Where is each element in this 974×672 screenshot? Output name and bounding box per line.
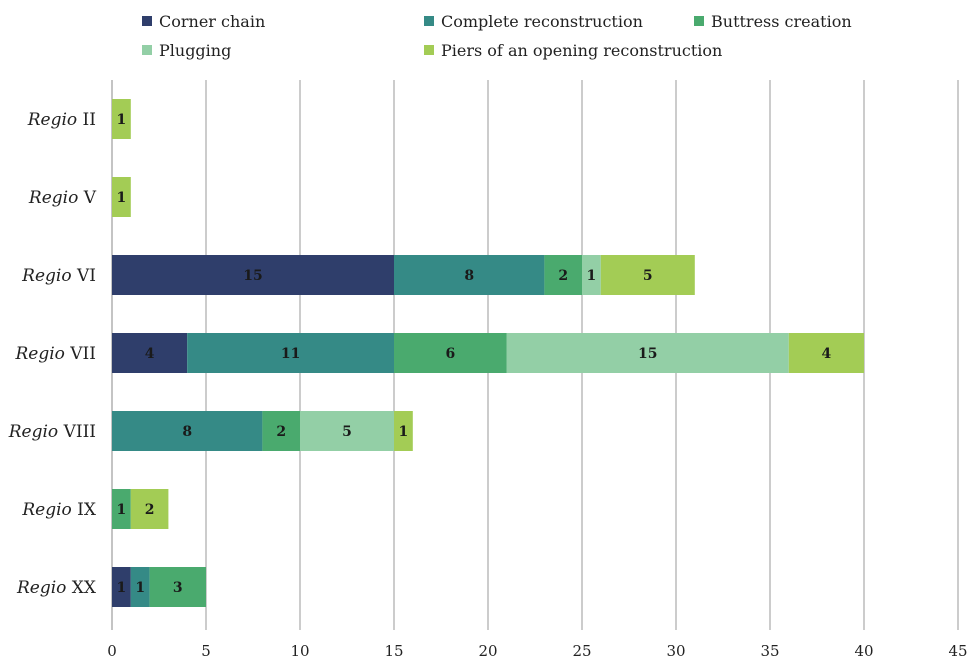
x-tick-label: 40	[854, 642, 873, 660]
x-tick-label: 0	[107, 642, 117, 660]
bar-segment	[600, 255, 695, 295]
bar-segment	[130, 567, 150, 607]
legend-swatch	[424, 45, 434, 55]
bar-segment	[300, 411, 394, 451]
legend-label: Piers of an opening reconstruction	[441, 41, 722, 60]
x-tick-label: 45	[948, 642, 967, 660]
bar-segment	[506, 333, 789, 373]
bar-segment	[788, 333, 864, 373]
bar-segment	[112, 99, 131, 139]
legend-swatch	[424, 16, 434, 26]
bar-segment	[130, 489, 169, 529]
bar-segment	[187, 333, 394, 373]
bar-segment	[544, 255, 582, 295]
category-label: Regio V	[28, 188, 97, 208]
bar-segment	[149, 567, 206, 607]
legend-label: Complete reconstruction	[441, 12, 643, 31]
category-label: Regio II	[27, 110, 96, 130]
x-tick-label: 30	[666, 642, 685, 660]
bar-value-label: 8	[182, 424, 192, 440]
legend-label: Corner chain	[159, 12, 265, 31]
bar-value-label: 1	[135, 580, 145, 596]
legend: Corner chain Complete reconstruction Buttr…	[142, 12, 852, 60]
bar-value-label: 3	[173, 580, 183, 596]
legend-swatch	[694, 16, 704, 26]
category-labels: Regio II Regio V Regio VI Regio VII Regio VI…	[8, 110, 97, 598]
category-label: Regio XX	[16, 578, 97, 598]
category-label: Regio IX	[21, 500, 97, 520]
bar-segment	[112, 255, 394, 295]
bar-segment	[112, 567, 131, 607]
bar-value-label: 2	[145, 502, 155, 518]
x-tick-label: 5	[201, 642, 211, 660]
bar-value-label: 1	[117, 190, 127, 206]
bar-segment	[582, 255, 601, 295]
bar-value-label: 1	[117, 580, 127, 596]
bar-value-label: 4	[145, 346, 155, 362]
bar-value-label: 5	[643, 268, 653, 284]
bar-segment	[112, 489, 131, 529]
bar-segment	[112, 333, 188, 373]
legend-label: Plugging	[159, 41, 231, 60]
bar-value-label: 2	[276, 424, 286, 440]
bar-value-label: 6	[446, 346, 456, 362]
legend-label: Buttress creation	[711, 12, 852, 31]
bar-value-label: 8	[464, 268, 474, 284]
bar-value-label: 15	[243, 268, 262, 284]
x-tick-label: 15	[384, 642, 403, 660]
bar-value-label: 1	[399, 424, 409, 440]
x-axis-ticks: 0 5 10 15 20 25 30 35 40 45	[107, 642, 967, 660]
bar-value-label: 15	[638, 346, 657, 362]
bar-value-label: 1	[117, 112, 127, 128]
bar-segment	[112, 411, 263, 451]
bar-segment	[394, 411, 413, 451]
x-tick-label: 20	[478, 642, 497, 660]
bar-segment	[112, 177, 131, 217]
x-tick-label: 10	[290, 642, 309, 660]
bar-value-label: 2	[558, 268, 568, 284]
x-tick-label: 25	[572, 642, 591, 660]
legend-swatch	[142, 16, 152, 26]
bar-segment	[394, 333, 507, 373]
category-label: Regio VII	[14, 344, 96, 364]
bar-value-label: 1	[587, 268, 597, 284]
bar-value-label: 1	[117, 502, 127, 518]
legend-swatch	[142, 45, 152, 55]
bar-segment	[262, 411, 300, 451]
category-label: Regio VIII	[8, 422, 96, 442]
bar-value-label: 4	[822, 346, 832, 362]
category-label: Regio VI	[21, 266, 96, 286]
x-tick-label: 35	[760, 642, 779, 660]
bar-value-label: 5	[342, 424, 352, 440]
bar-segment	[394, 255, 545, 295]
bar-value-label: 11	[281, 346, 300, 362]
